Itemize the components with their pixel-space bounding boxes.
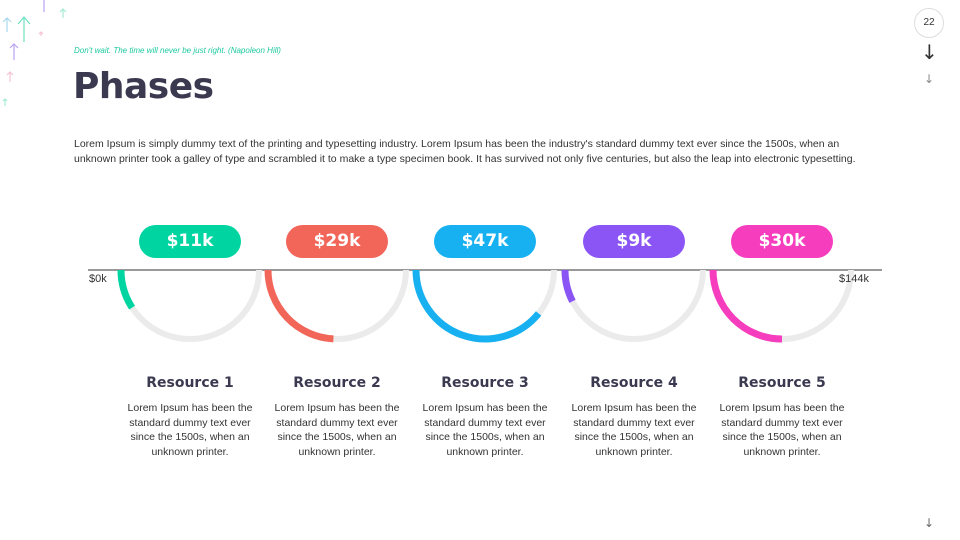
gauge-track: [562, 269, 706, 342]
resource-title: Resource 5: [738, 375, 826, 391]
gauge-track: [265, 269, 409, 342]
page-title: Phases: [73, 66, 214, 107]
arrow-down-small-icon: ↓: [924, 72, 935, 86]
gauge-arc-3: [412, 269, 542, 343]
gauge-arc-2: [264, 269, 334, 343]
resource-3: Resource 3 Lorem Ipsum has been the stand…: [415, 375, 555, 459]
resource-description: Lorem Ipsum has been the standard dummy …: [422, 402, 548, 458]
resource-1: Resource 1 Lorem Ipsum has been the stand…: [120, 375, 260, 459]
gauge-arc-5: [709, 269, 783, 343]
gauge-arc-1: [117, 269, 136, 310]
resource-description: Lorem Ipsum has been the standard dummy …: [127, 402, 253, 458]
gauge-track: [710, 269, 854, 342]
arrow-down-icon[interactable]: ↓: [921, 40, 938, 64]
resource-2: Resource 2 Lorem Ipsum has been the stand…: [267, 375, 407, 459]
resource-description: Lorem Ipsum has been the standard dummy …: [571, 402, 697, 458]
resource-title: Resource 1: [146, 375, 234, 391]
resource-title: Resource 3: [441, 375, 529, 391]
page-number: 22: [914, 8, 944, 38]
resource-description: Lorem Ipsum has been the standard dummy …: [274, 402, 400, 458]
resource-description: Lorem Ipsum has been the standard dummy …: [719, 402, 845, 458]
arrow-down-bottom-icon: ↓: [924, 516, 935, 530]
gauge-track: [413, 269, 557, 342]
resource-title: Resource 4: [590, 375, 678, 391]
gauge-track: [118, 269, 262, 342]
resource-title: Resource 2: [293, 375, 381, 391]
value-pill-1: $11k: [139, 225, 241, 258]
axis-max-label: $144k: [839, 273, 869, 285]
resource-5: Resource 5 Lorem Ipsum has been the stand…: [712, 375, 852, 459]
decorative-arrows-icon: [2, 0, 67, 106]
quote: Don't wait. The time will never be just …: [74, 46, 281, 55]
value-pill-5: $30k: [731, 225, 833, 258]
value-pill-2: $29k: [286, 225, 388, 258]
value-pill-4: $9k: [583, 225, 685, 258]
body-text: Lorem Ipsum is simply dummy text of the …: [74, 138, 856, 165]
gauge-arc-4: [561, 269, 576, 303]
axis-min-label: $0k: [89, 273, 107, 285]
resource-4: Resource 4 Lorem Ipsum has been the stand…: [564, 375, 704, 459]
value-pill-3: $47k: [434, 225, 536, 258]
